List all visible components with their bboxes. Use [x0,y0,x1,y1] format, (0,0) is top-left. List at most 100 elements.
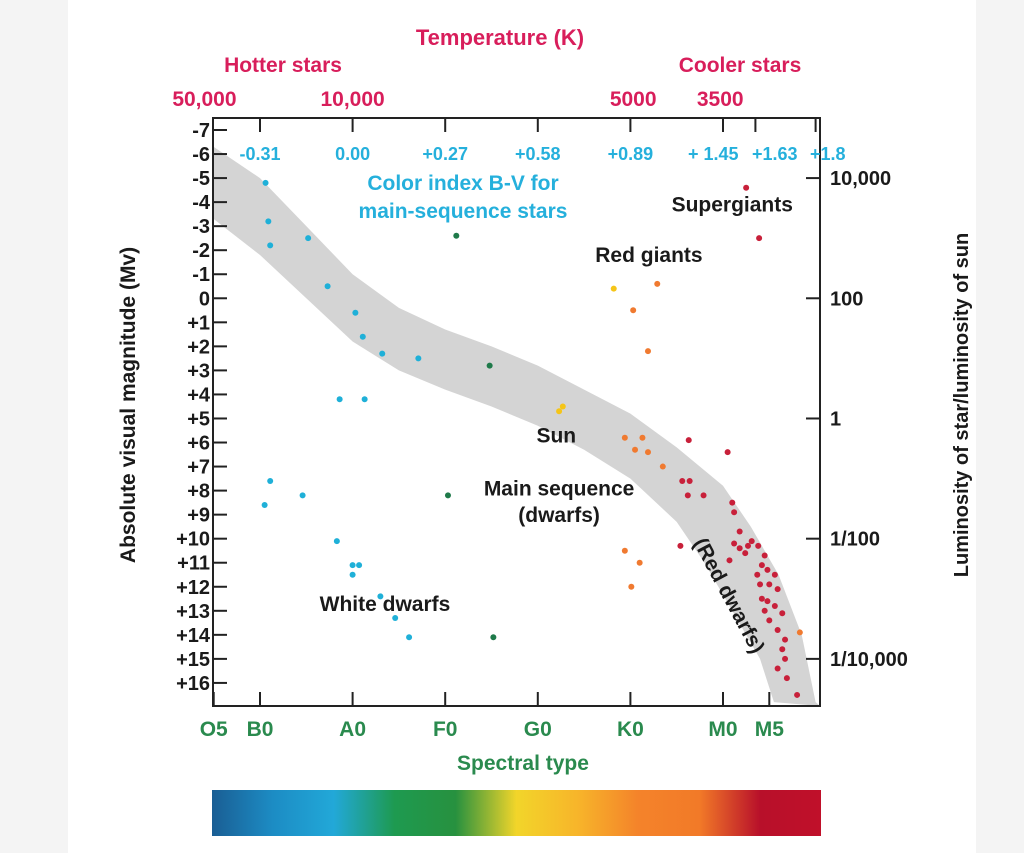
annotation-label: Main sequence [484,477,635,500]
star-point [761,552,768,559]
main-sequence-band [213,146,820,706]
y2-tick-label: 1/100 [830,529,880,551]
star-point [679,477,686,484]
color-index-tick-label: +0.27 [422,144,468,164]
temperature-title: Temperature (K) [416,25,584,50]
y-tick-label: +11 [177,553,210,575]
star-point [724,449,731,456]
y-tick-label: +4 [187,384,211,406]
star-point [731,509,738,516]
annotation-label: White dwarfs [320,593,451,616]
spectral-colorbar [212,790,821,836]
y2-tick-label: 1/10,000 [830,649,908,671]
star-point [333,538,340,545]
y-tick-label: +13 [176,601,210,623]
star-point [644,348,651,355]
y-tick-label: +9 [187,505,210,527]
y-tick-label: +3 [187,360,210,382]
x-tick-label: M0 [708,718,737,741]
star-point [267,477,274,484]
color-index-tick-label: +0.89 [608,144,654,164]
star-point [684,492,691,499]
star-point [267,242,274,249]
star-point [349,571,356,578]
y-tick-label: +7 [187,457,210,479]
y2-tick-label: 100 [830,288,863,310]
cooler-stars-label: Cooler stars [679,54,802,77]
star-point [774,586,781,593]
star-point [754,571,761,578]
y-axis-label: Absolute visual magnitude (Mv) [117,247,140,563]
star-point [729,499,736,506]
y2-tick-label: 1 [830,408,841,430]
star-point [352,309,359,316]
hotter-stars-label: Hotter stars [224,54,342,77]
star-point [486,362,493,369]
star-point [677,542,684,549]
star-point [771,571,778,578]
star-point [779,646,786,653]
star-point [305,235,312,242]
star-point [639,434,646,441]
color-index-tick-label: + 1.45 [688,144,739,164]
star-point [756,235,763,242]
color-index-title-1: Color index B-V for [367,172,558,195]
star-point [453,232,460,239]
star-point [556,408,563,415]
star-point [361,396,368,403]
star-point [745,542,752,549]
star-point [779,610,786,617]
star-point [766,581,773,588]
star-point [761,607,768,614]
star-point [686,477,693,484]
star-point [644,449,651,456]
star-point [685,437,692,444]
y2-tick-label: 10,000 [830,168,891,190]
y-tick-label: -3 [192,216,210,238]
star-point [621,434,628,441]
star-point [654,280,661,287]
color-index-tick-label: +1.63 [752,144,798,164]
y-tick-label: +2 [187,336,210,358]
star-point [262,179,269,186]
star-point [359,333,366,340]
y-tick-label: +1 [187,312,210,334]
y-tick-label: +10 [176,529,210,551]
star-point [758,595,765,602]
x-tick-label: B0 [247,718,274,741]
y2-axis-label: Luminosity of star/luminosity of sun [951,233,973,577]
color-index-tick-label: -0.31 [239,144,280,164]
y-tick-label: +15 [176,649,210,671]
star-point [349,562,356,569]
color-index-title-2: main-sequence stars [359,200,568,223]
color-index-tick-label: 0.00 [335,144,370,164]
star-point [771,602,778,609]
star-point [736,528,743,535]
star-point [636,559,643,566]
star-point [794,691,801,698]
star-point [630,307,637,314]
star-point [559,403,566,410]
star-point [782,636,789,643]
star-point [700,492,707,499]
star-point [392,615,399,622]
star-point [324,283,331,290]
color-index-tick-label: +0.58 [515,144,561,164]
y-tick-label: -4 [192,192,211,214]
x-tick-label: F0 [433,718,458,741]
y-tick-label: +16 [176,673,210,695]
star-point [764,566,771,573]
star-point [336,396,343,403]
y-tick-label: +8 [187,481,210,503]
x-tick-label: M5 [755,718,784,741]
star-point [766,617,773,624]
figure-panel [68,0,976,853]
star-point [444,492,451,499]
y-tick-label: +6 [187,433,210,455]
star-point [356,562,363,569]
annotation-label: Supergiants [672,194,793,217]
star-point [265,218,272,225]
star-point [782,655,789,662]
x-tick-label: G0 [524,718,552,741]
